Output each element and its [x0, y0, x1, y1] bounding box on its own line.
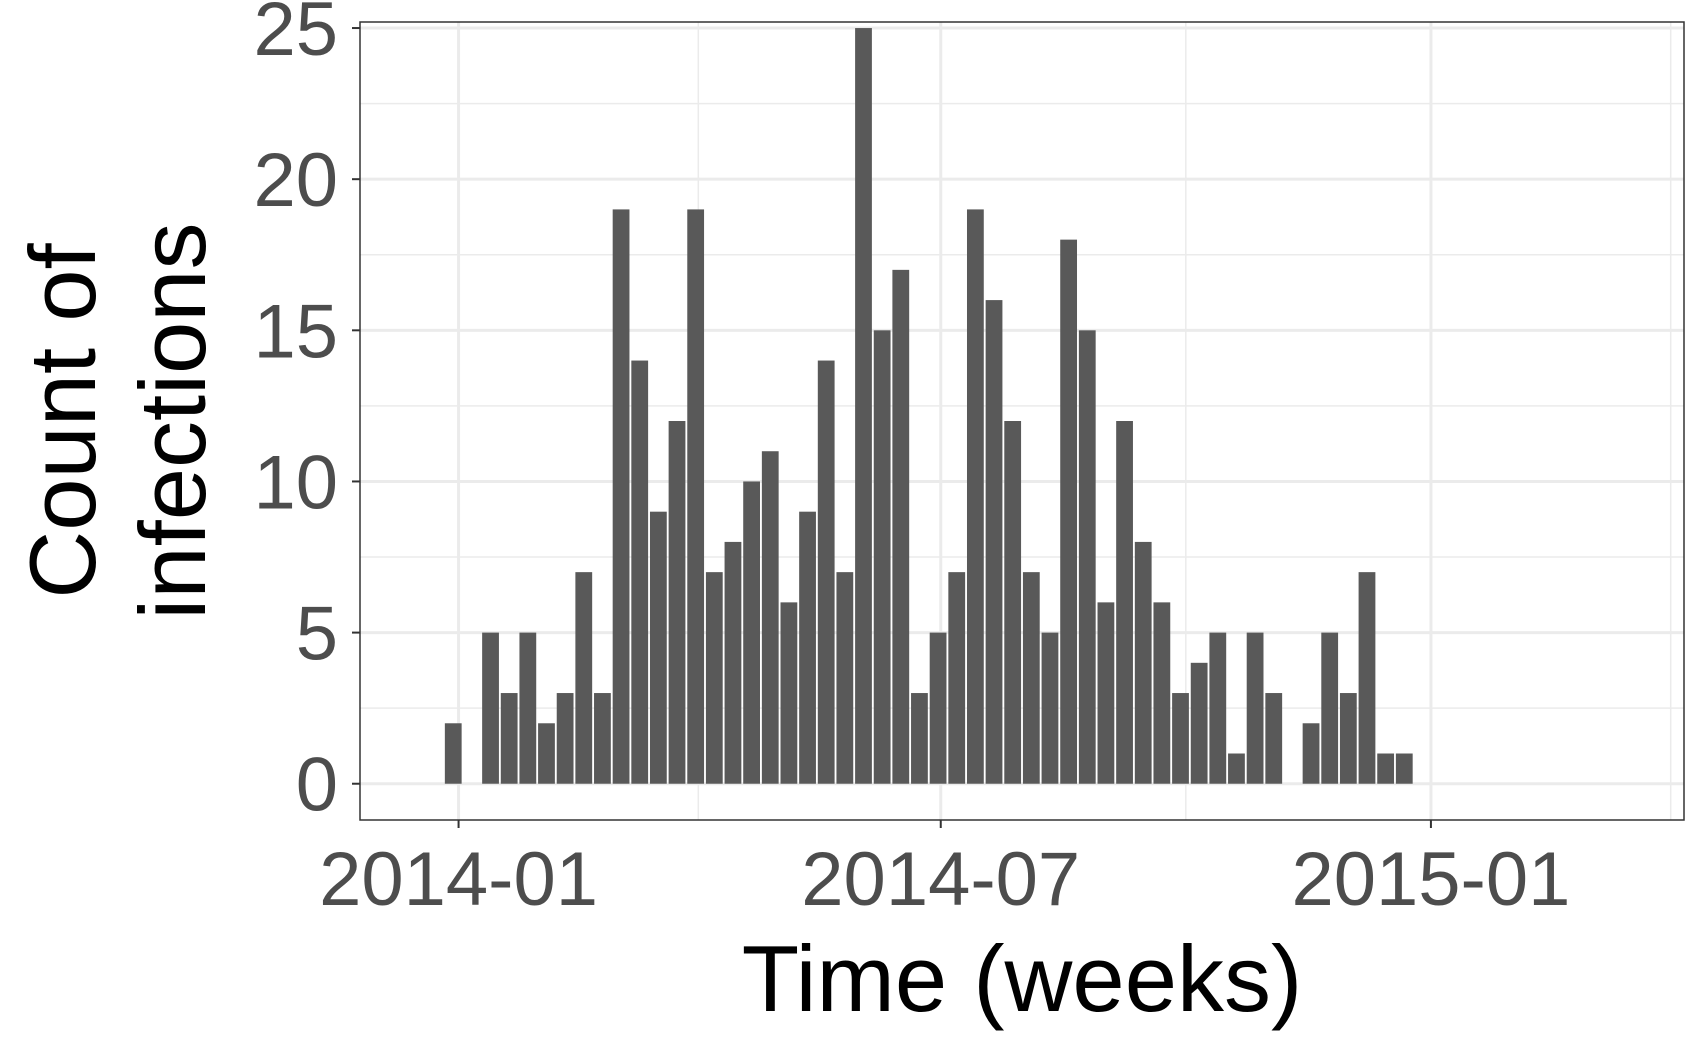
bar [1209, 632, 1227, 784]
bar [873, 330, 891, 784]
bar [1153, 602, 1171, 784]
bar [724, 541, 742, 784]
bar [594, 693, 611, 784]
bar [817, 360, 835, 784]
plot-border [359, 21, 1685, 821]
y-axis-title-line-2: infections [120, 222, 225, 619]
y-axis: 0 5 10 15 20 25 [253, 0, 360, 828]
bar [575, 572, 593, 784]
x-tick-label: 2015-01 [1291, 837, 1570, 922]
bar [1172, 693, 1189, 784]
bar [500, 693, 518, 784]
bar [1265, 693, 1283, 784]
bar [1022, 572, 1040, 784]
bar [705, 572, 723, 784]
bar [780, 602, 798, 784]
bar [1339, 693, 1357, 784]
bar [482, 632, 499, 784]
bar [761, 451, 779, 784]
x-tick-label: 2014-07 [801, 837, 1080, 922]
bar [1060, 239, 1078, 784]
y-tick-label: 10 [253, 440, 338, 525]
bar [948, 572, 966, 784]
bar [538, 723, 555, 784]
bar [1004, 421, 1022, 784]
bar [911, 693, 928, 784]
bar [836, 572, 854, 784]
bar [1116, 421, 1133, 784]
bar [1097, 602, 1115, 784]
bar [855, 28, 872, 784]
bar [1321, 632, 1339, 784]
y-tick-label: 20 [253, 138, 338, 223]
bar [985, 300, 1003, 784]
x-axis-title: Time (weeks) [742, 926, 1303, 1031]
bar [1302, 723, 1320, 784]
bar [1377, 753, 1395, 784]
bar [687, 209, 705, 784]
x-tick-label: 2014-01 [319, 837, 598, 922]
y-tick-label: 15 [253, 289, 338, 374]
bar [799, 511, 816, 784]
y-axis-title-line-1: Count of [10, 242, 115, 598]
bar [1134, 541, 1152, 784]
bar [743, 481, 760, 784]
bar [892, 269, 910, 784]
bar [519, 632, 537, 784]
bar [1395, 753, 1413, 784]
bars [444, 28, 1413, 784]
bar [966, 209, 984, 784]
bar [929, 632, 947, 784]
bar [631, 360, 649, 784]
bar [1078, 330, 1096, 784]
bar [1041, 632, 1059, 784]
bar [649, 511, 667, 784]
bar [1190, 662, 1208, 784]
bar [1228, 753, 1245, 784]
y-tick-label: 5 [296, 592, 338, 677]
y-tick-label: 0 [296, 743, 338, 828]
bar [612, 209, 630, 784]
bar [444, 723, 462, 784]
y-tick-label: 25 [253, 0, 338, 72]
bar [1246, 632, 1264, 784]
bar [1358, 572, 1376, 784]
bar [668, 421, 686, 784]
x-axis: 2014-01 2014-07 2015-01 [319, 820, 1570, 922]
bar [556, 693, 574, 784]
